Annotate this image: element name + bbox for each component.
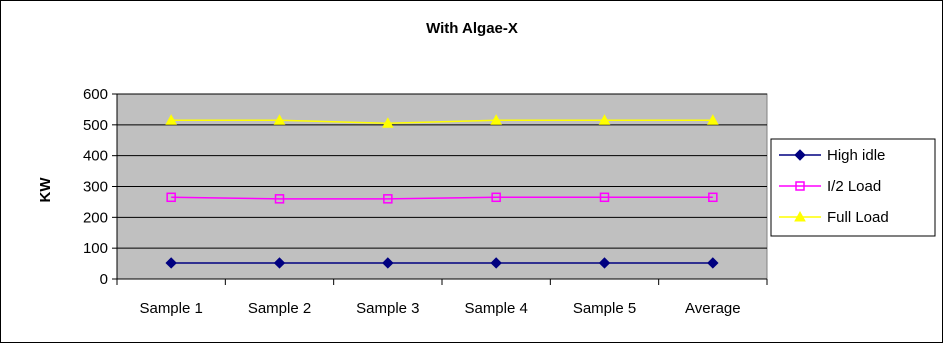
series-2-point-3 (490, 114, 503, 125)
y-tick-label-4: 400 (83, 148, 108, 165)
y-tick-label-6: 600 (83, 86, 108, 103)
x-tick-labels: Sample 1 Sample 2 Sample 3 Sample 4 Sample 5… (116, 279, 768, 317)
series-0-point-4 (598, 257, 611, 269)
series-2-point-5 (706, 114, 719, 125)
x-tick-label-4: Sample 5 (573, 300, 636, 317)
legend-label-0: High idle (827, 147, 885, 164)
x-tick-label-3: Sample 4 (464, 300, 527, 317)
series-2-point-1 (273, 114, 286, 125)
series-1-point-5 (708, 192, 718, 203)
y-tick-label-5: 500 (83, 117, 108, 134)
y-tick-label-1: 100 (83, 240, 108, 257)
y-tick-label-0: 0 (100, 271, 108, 288)
series-line-2 (171, 119, 713, 125)
series-1-point-3 (491, 192, 501, 203)
series-1-point-0 (166, 192, 176, 203)
x-tick-label-5: Average (685, 300, 741, 317)
series-2 (165, 114, 719, 128)
series-0-point-5 (707, 257, 719, 269)
legend-marker-2 (794, 210, 806, 222)
series-0-point-2 (382, 257, 394, 269)
y-axis-title: KW (37, 177, 54, 203)
series-2-point-2 (381, 117, 394, 128)
legend: High idle I/2 Load Full Load (770, 138, 936, 237)
series-1-point-4 (599, 192, 610, 203)
x-tick-label-1: Sample 2 (248, 300, 311, 317)
series-2-point-4 (598, 114, 611, 125)
series-2-point-0 (165, 114, 178, 125)
legend-marker-1 (795, 181, 805, 191)
y-tick-label-3: 300 (83, 179, 108, 196)
grid-lines (117, 93, 767, 249)
series-1-point-2 (383, 194, 393, 204)
series-layer (165, 114, 719, 269)
x-tick-label-2: Sample 3 (356, 300, 419, 317)
y-tick-labels: 0 100 200 300 400 500 600 (83, 86, 117, 288)
series-0-point-3 (490, 257, 502, 269)
legend-marker-0 (794, 149, 806, 161)
legend-label-2: Full Load (827, 209, 889, 226)
series-0-point-1 (273, 257, 286, 269)
legend-label-1: I/2 Load (827, 178, 881, 195)
series-0-point-0 (165, 257, 177, 269)
chart-title: With Algae-X (426, 20, 518, 37)
x-tick-label-0: Sample 1 (139, 300, 202, 317)
series-line-1 (171, 196, 713, 200)
y-tick-label-2: 200 (83, 209, 108, 226)
series-1-point-1 (274, 194, 285, 204)
series-1 (166, 192, 718, 204)
series-0 (165, 257, 719, 269)
